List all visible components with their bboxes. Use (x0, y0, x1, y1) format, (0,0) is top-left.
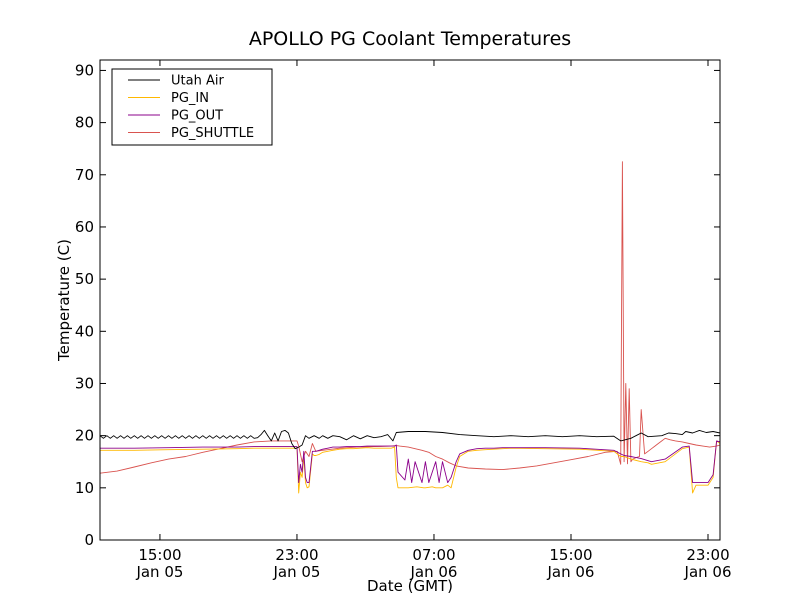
y-tick-label: 20 (75, 427, 94, 445)
plot-frame (99, 59, 721, 541)
x-axis-label: Date (GMT) (367, 577, 453, 595)
legend-label-pg-out: PG_OUT (171, 109, 223, 124)
series-layer (99, 161, 721, 494)
legend-label-utah-air: Utah Air (171, 74, 224, 89)
series-line-pg-out (100, 440, 721, 484)
x-tick-label-time: 23:00 (686, 546, 729, 564)
y-tick-label: 30 (75, 374, 94, 392)
chart-title: APOLLO PG Coolant Temperatures (249, 28, 571, 50)
y-axis-label: Temperature (C) (55, 239, 73, 362)
series-line-pg-shuttle (99, 161, 721, 474)
x-tick-label-date: Jan 06 (547, 563, 595, 581)
y-tick-label: 80 (75, 114, 94, 132)
x-tick-label-time: 23:00 (275, 546, 318, 564)
x-tick-label-time: 15:00 (549, 546, 592, 564)
x-tick-label-time: 07:00 (412, 546, 455, 564)
y-tick-label: 70 (75, 166, 94, 184)
y-tick-label: 10 (75, 479, 94, 497)
x-tick-label-date: Jan 05 (135, 563, 183, 581)
legend-label-pg-in: PG_IN (171, 91, 209, 106)
series-line-utah-air (99, 429, 721, 450)
legend-label-pg-shuttle: PG_SHUTTLE (171, 126, 254, 141)
x-tick-label-date: Jan 06 (684, 563, 732, 581)
y-tick-label: 90 (75, 61, 94, 79)
y-tick-label: 40 (75, 322, 94, 340)
x-tick-label-time: 15:00 (138, 546, 181, 564)
x-tick-label-date: Jan 06 (409, 563, 457, 581)
y-tick-label: 50 (75, 270, 94, 288)
y-tick-label: 0 (84, 531, 94, 549)
y-tick-label: 60 (75, 218, 94, 236)
legend: Utah Air PG_IN PG_OUT PG_SHUTTLE (111, 68, 273, 146)
x-tick-label-date: Jan 05 (272, 563, 320, 581)
